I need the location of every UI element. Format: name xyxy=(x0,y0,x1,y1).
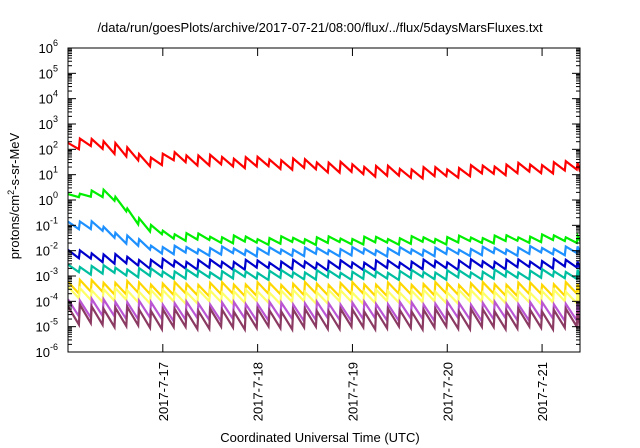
y-tick-exponent: -6 xyxy=(50,342,58,352)
x-tick-label: 2017-7-17 xyxy=(156,362,171,421)
y-tick-label: 10-5 xyxy=(36,317,58,335)
y-tick-label: 104 xyxy=(39,89,58,107)
chart-title: /data/run/goesPlots/archive/2017-07-21/0… xyxy=(97,20,543,35)
x-tick-label: 2017-7-18 xyxy=(251,362,266,421)
y-tick-exponent: 6 xyxy=(53,38,58,48)
series-line-3 xyxy=(68,219,580,259)
series-line-7 xyxy=(68,285,580,307)
y-tick-exponent: 1 xyxy=(53,165,58,175)
y-tick-base: 10 xyxy=(36,244,50,259)
y-tick-label: 100 xyxy=(39,190,58,208)
y-tick-base: 10 xyxy=(39,117,53,132)
y-tick-label: 106 xyxy=(39,38,58,56)
y-tick-base: 10 xyxy=(36,320,50,335)
y-tick-base: 10 xyxy=(36,218,50,233)
y-tick-base: 10 xyxy=(36,345,50,360)
series-line-9 xyxy=(68,301,580,334)
y-tick-label: 101 xyxy=(39,165,58,183)
series-line-1 xyxy=(68,136,580,181)
y-tick-exponent: -4 xyxy=(50,291,58,301)
y-tick-label: 10-2 xyxy=(36,241,58,259)
y-tick-base: 10 xyxy=(39,193,53,208)
y-tick-exponent: 4 xyxy=(53,89,58,99)
plot-frame xyxy=(67,47,581,353)
y-tick-base: 10 xyxy=(36,294,50,309)
y-tick-label: 103 xyxy=(39,114,58,132)
x-axis-label: Coordinated Universal Time (UTC) xyxy=(220,430,420,445)
series-line-2 xyxy=(68,187,580,247)
y-tick-label: 10-1 xyxy=(36,215,58,233)
y-tick-exponent: -3 xyxy=(50,266,58,276)
y-tick-exponent: 3 xyxy=(53,114,58,124)
y-tick-exponent: -1 xyxy=(50,215,58,225)
series-line-5 xyxy=(68,263,580,282)
y-tick-exponent: 2 xyxy=(53,139,58,149)
y-tick-label: 102 xyxy=(39,139,58,157)
series-line-4 xyxy=(68,248,580,273)
x-tick-label: 2017-7-19 xyxy=(345,362,360,421)
y-tick-base: 10 xyxy=(36,269,50,284)
y-tick-exponent: -5 xyxy=(50,317,58,327)
y-tick-base: 10 xyxy=(39,142,53,157)
series-line-6 xyxy=(68,277,580,300)
x-tick-label: 2017-7-21 xyxy=(535,362,550,421)
series-layer xyxy=(68,136,580,334)
y-tick-base: 10 xyxy=(39,168,53,183)
y-tick-exponent: 5 xyxy=(53,63,58,73)
y-tick-label: 10-4 xyxy=(36,291,58,309)
x-tick-label: 2017-7-20 xyxy=(440,362,455,421)
y-tick-exponent: 0 xyxy=(53,190,58,200)
y-tick-label: 105 xyxy=(39,63,58,81)
y-tick-base: 10 xyxy=(39,66,53,81)
y-tick-label: 10-3 xyxy=(36,266,58,284)
y-tick-base: 10 xyxy=(39,41,53,56)
y-tick-label: 10-6 xyxy=(36,342,58,360)
y-tick-exponent: -2 xyxy=(50,241,58,251)
axes-layer: 10-610-510-410-310-210-11001011021031041… xyxy=(36,38,581,421)
y-tick-base: 10 xyxy=(39,92,53,107)
